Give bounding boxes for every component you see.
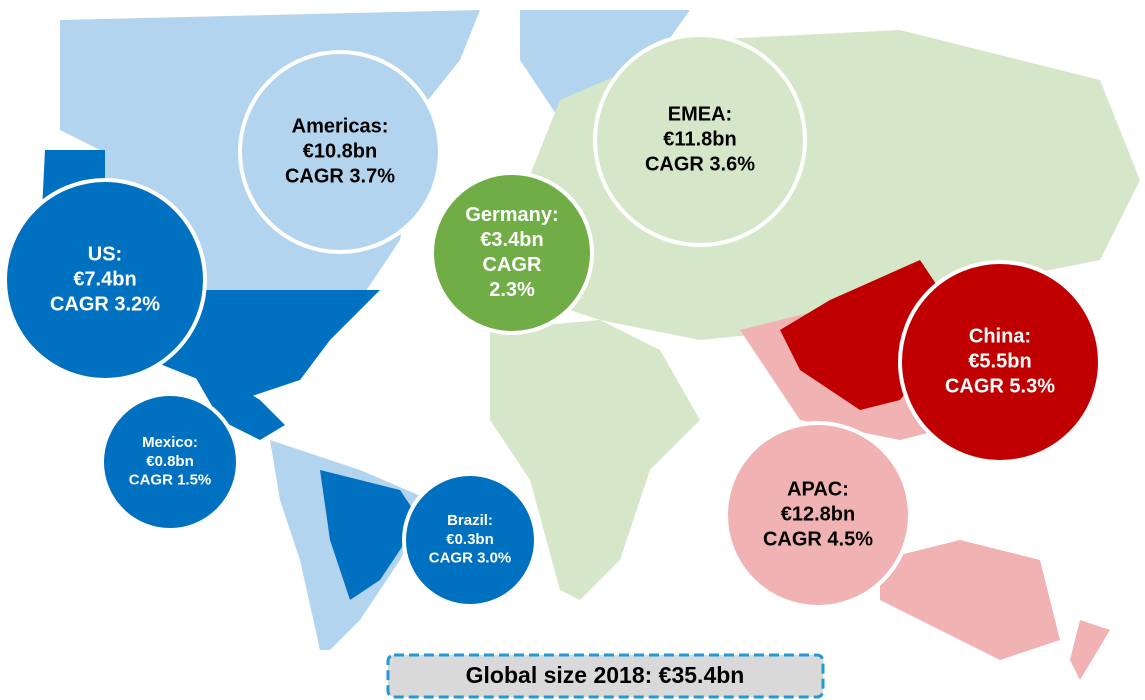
region-label: CAGR 4.5%: [763, 528, 873, 550]
region-label: €7.4bn: [73, 268, 136, 290]
bubbles: Americas: €10.8bn CAGR 3.7% US: €7.4bn CAGR 3…: [3, 33, 1102, 609]
region-label: Mexico:: [142, 434, 198, 451]
region-label: CAGR: [483, 254, 542, 276]
region-label: Brazil:: [447, 512, 493, 529]
new-zealand: [1070, 620, 1110, 680]
region-label: Americas:: [292, 115, 389, 137]
footer-text: Global size 2018: €35.4bn: [466, 662, 745, 688]
region-label: €11.8bn: [663, 128, 736, 150]
footer-box: [386, 653, 825, 699]
region-label: Germany:: [465, 204, 558, 226]
australia: [880, 540, 1060, 660]
region-label: CAGR 5.3%: [945, 375, 1055, 397]
region-bubble: [100, 392, 240, 532]
region-label: 2.3%: [489, 279, 535, 301]
region-label: €10.8bn: [303, 140, 377, 162]
greenland: [520, 10, 690, 120]
region-label: CAGR 3.6%: [645, 153, 755, 175]
region-label: EMEA:: [668, 103, 732, 125]
mexico: [180, 350, 285, 440]
region-label: CAGR 3.7%: [285, 165, 395, 187]
region-bubble: [898, 260, 1102, 464]
region-label: China:: [969, 325, 1031, 347]
region-label: €12.8bn: [781, 503, 855, 525]
region-label: €0.3bn: [446, 531, 494, 548]
region-bubble: [402, 472, 538, 608]
region-label: APAC:: [787, 478, 849, 500]
region-label: CAGR 1.5%: [129, 472, 212, 489]
region-bubble: [593, 33, 807, 247]
africa: [490, 320, 700, 600]
region-label: US:: [88, 243, 122, 265]
region-bubble: [724, 421, 912, 609]
region-label: €0.8bn: [146, 453, 194, 470]
region-bubble: [238, 50, 442, 254]
region-label: €3.4bn: [480, 229, 543, 251]
region-bubble: [3, 178, 207, 382]
region-label: CAGR 3.0%: [429, 550, 512, 567]
region-bubble: [430, 171, 594, 335]
region-label: €5.5bn: [968, 350, 1031, 372]
brazil: [320, 470, 420, 600]
region-label: CAGR 3.2%: [50, 293, 160, 315]
